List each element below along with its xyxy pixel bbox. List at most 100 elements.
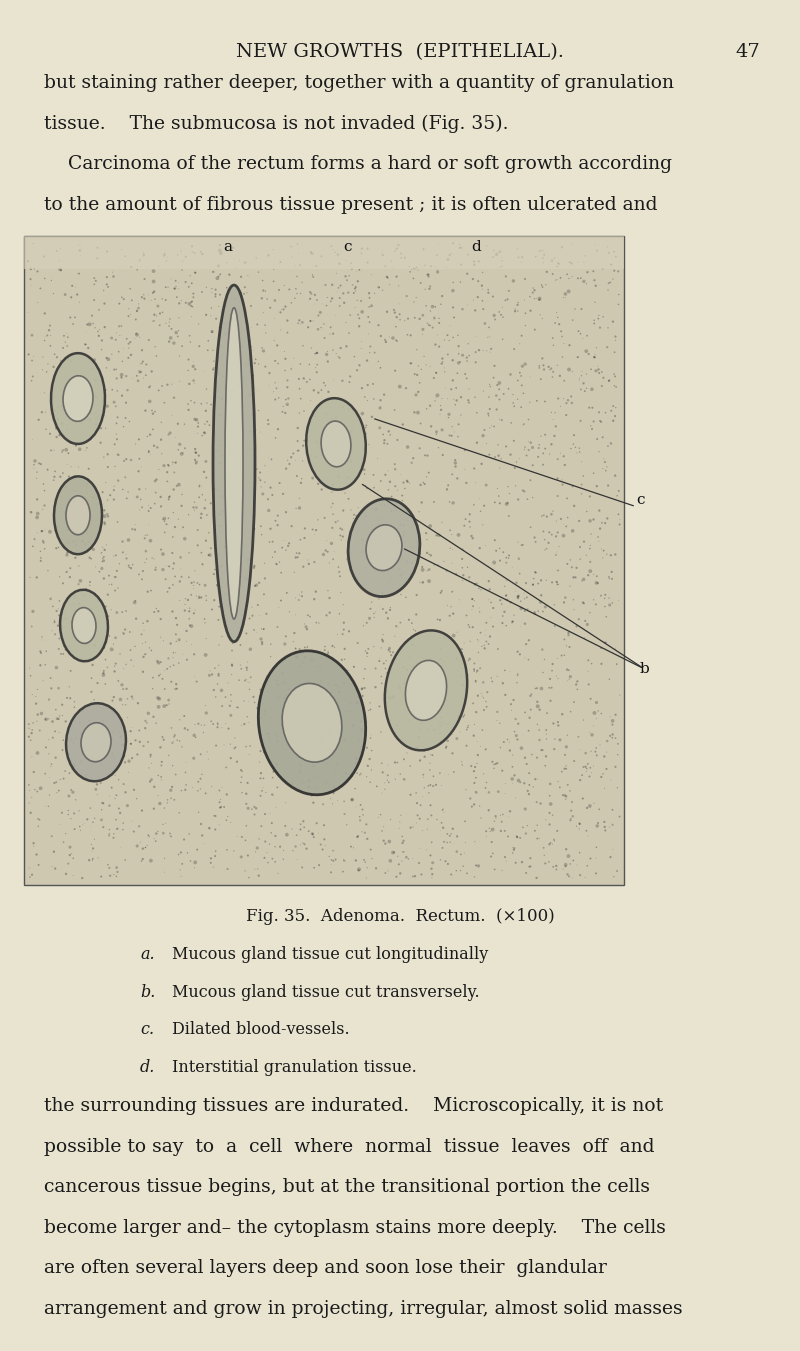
Point <box>125 558 138 580</box>
Point <box>417 765 430 786</box>
Point <box>107 639 120 661</box>
Point <box>247 619 260 640</box>
Point <box>306 467 319 489</box>
Point <box>430 809 443 831</box>
Point <box>154 651 167 673</box>
Point <box>326 840 339 862</box>
Point <box>424 300 437 322</box>
Point <box>134 499 146 520</box>
Point <box>436 838 449 859</box>
Point <box>479 690 492 712</box>
Point <box>88 828 101 850</box>
Point <box>203 415 216 436</box>
Point <box>422 543 435 565</box>
Point <box>566 867 578 889</box>
Point <box>442 343 454 365</box>
Point <box>68 690 81 712</box>
Point <box>226 276 238 297</box>
Point <box>326 413 338 435</box>
Point <box>74 245 86 266</box>
Point <box>166 542 178 563</box>
Point <box>381 266 394 288</box>
Point <box>61 419 74 440</box>
Point <box>456 754 469 775</box>
Point <box>422 266 435 288</box>
Point <box>394 584 407 605</box>
Point <box>302 777 315 798</box>
Point <box>559 288 572 309</box>
Point <box>170 276 182 297</box>
Point <box>508 396 521 417</box>
Point <box>264 517 277 539</box>
Point <box>435 388 448 409</box>
Point <box>34 454 47 476</box>
Point <box>520 444 533 466</box>
Point <box>310 255 322 277</box>
Point <box>167 553 180 574</box>
Point <box>478 619 491 640</box>
Point <box>566 792 578 813</box>
Point <box>337 526 350 547</box>
Point <box>272 353 285 374</box>
Point <box>214 243 227 265</box>
Point <box>417 304 430 326</box>
Point <box>255 816 268 838</box>
Point <box>158 243 171 265</box>
Point <box>107 546 120 567</box>
Point <box>236 404 249 426</box>
Point <box>58 635 70 657</box>
Point <box>393 676 406 697</box>
Point <box>139 540 152 562</box>
Point <box>172 439 185 461</box>
Point <box>290 696 302 717</box>
Point <box>109 758 122 780</box>
Point <box>506 384 519 405</box>
Point <box>168 724 181 746</box>
Point <box>150 469 163 490</box>
Point <box>192 412 205 434</box>
Point <box>308 857 321 878</box>
Point <box>434 715 446 736</box>
Point <box>595 376 608 397</box>
Point <box>146 667 159 689</box>
Point <box>179 272 192 293</box>
Point <box>152 696 165 717</box>
Point <box>485 667 498 689</box>
Point <box>531 713 544 735</box>
Point <box>234 621 246 643</box>
Point <box>65 808 78 830</box>
Point <box>346 715 359 736</box>
Point <box>384 528 397 550</box>
Point <box>550 255 563 277</box>
Point <box>101 763 114 785</box>
Point <box>263 802 276 824</box>
Point <box>175 736 188 758</box>
Point <box>498 601 511 623</box>
Point <box>162 693 175 715</box>
Point <box>588 309 601 331</box>
Point <box>338 673 350 694</box>
Point <box>238 282 250 304</box>
Point <box>597 763 610 785</box>
Point <box>587 261 600 282</box>
Point <box>346 415 359 436</box>
Point <box>155 751 168 773</box>
Point <box>286 698 299 720</box>
Point <box>506 612 518 634</box>
Point <box>222 423 235 444</box>
Point <box>334 274 347 296</box>
Point <box>488 811 501 832</box>
Point <box>102 276 114 297</box>
Point <box>74 292 86 313</box>
Point <box>74 490 87 512</box>
Point <box>469 573 482 594</box>
Point <box>118 850 131 871</box>
Point <box>482 316 495 338</box>
Point <box>220 757 233 778</box>
Point <box>111 407 124 428</box>
Point <box>294 254 306 276</box>
Point <box>416 820 429 842</box>
Point <box>298 430 310 451</box>
Point <box>519 315 532 336</box>
Point <box>350 692 363 713</box>
